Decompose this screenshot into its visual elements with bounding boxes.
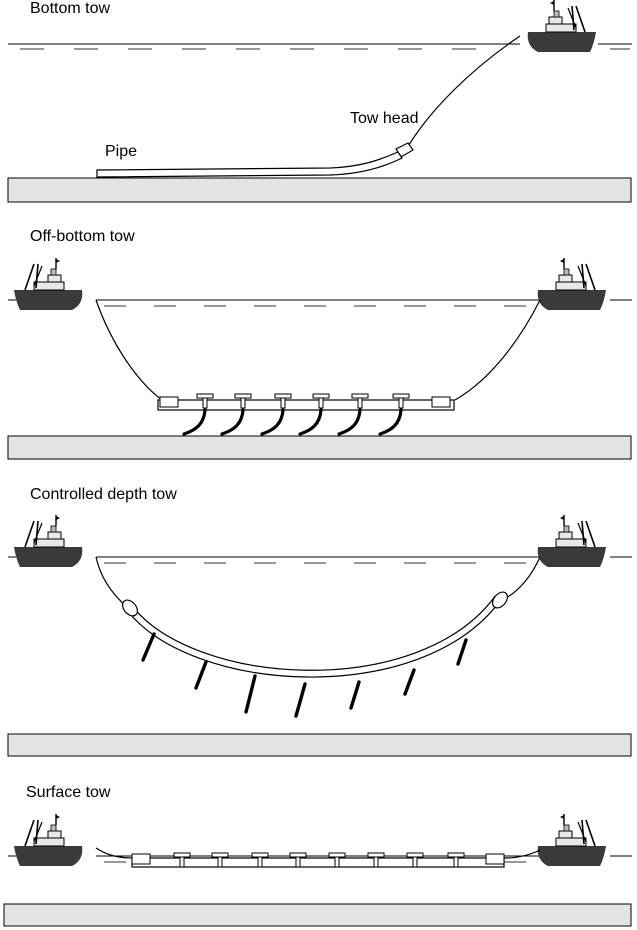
seabed: [7, 733, 632, 757]
pipe-label: Pipe: [105, 143, 138, 160]
chain-icon: [182, 393, 410, 436]
vessel-icon: [538, 814, 606, 866]
controlled-depth-tow-panel: [7, 514, 632, 757]
surface-tow-panel: [3, 813, 632, 927]
vessel-icon: [538, 258, 606, 310]
seabed: [7, 435, 632, 460]
pipe: [131, 857, 505, 868]
vessel-icon: [13, 257, 84, 311]
bottom-tow-panel: [7, 0, 632, 203]
pipe: [157, 399, 455, 411]
vessel-icon: [538, 515, 606, 567]
chain-icon: [141, 632, 468, 718]
panel-title-surface-tow: Surface tow: [26, 784, 111, 801]
tow-head-label: Tow head: [350, 110, 419, 127]
off-bottom-tow-panel: [7, 257, 632, 460]
panel-title-controlled-depth-tow: Controlled depth tow: [30, 486, 177, 503]
pipe: [125, 596, 501, 677]
vessel-icon: [528, 0, 596, 52]
pipe: [96, 151, 403, 178]
panel-title-bottom-tow: Bottom tow: [30, 0, 111, 17]
vessel-icon: [13, 514, 84, 568]
vessel-icon: [13, 813, 84, 867]
panel-title-off-bottom-tow: Off-bottom tow: [30, 228, 135, 245]
seabed: [3, 903, 632, 927]
seabed: [7, 177, 632, 203]
